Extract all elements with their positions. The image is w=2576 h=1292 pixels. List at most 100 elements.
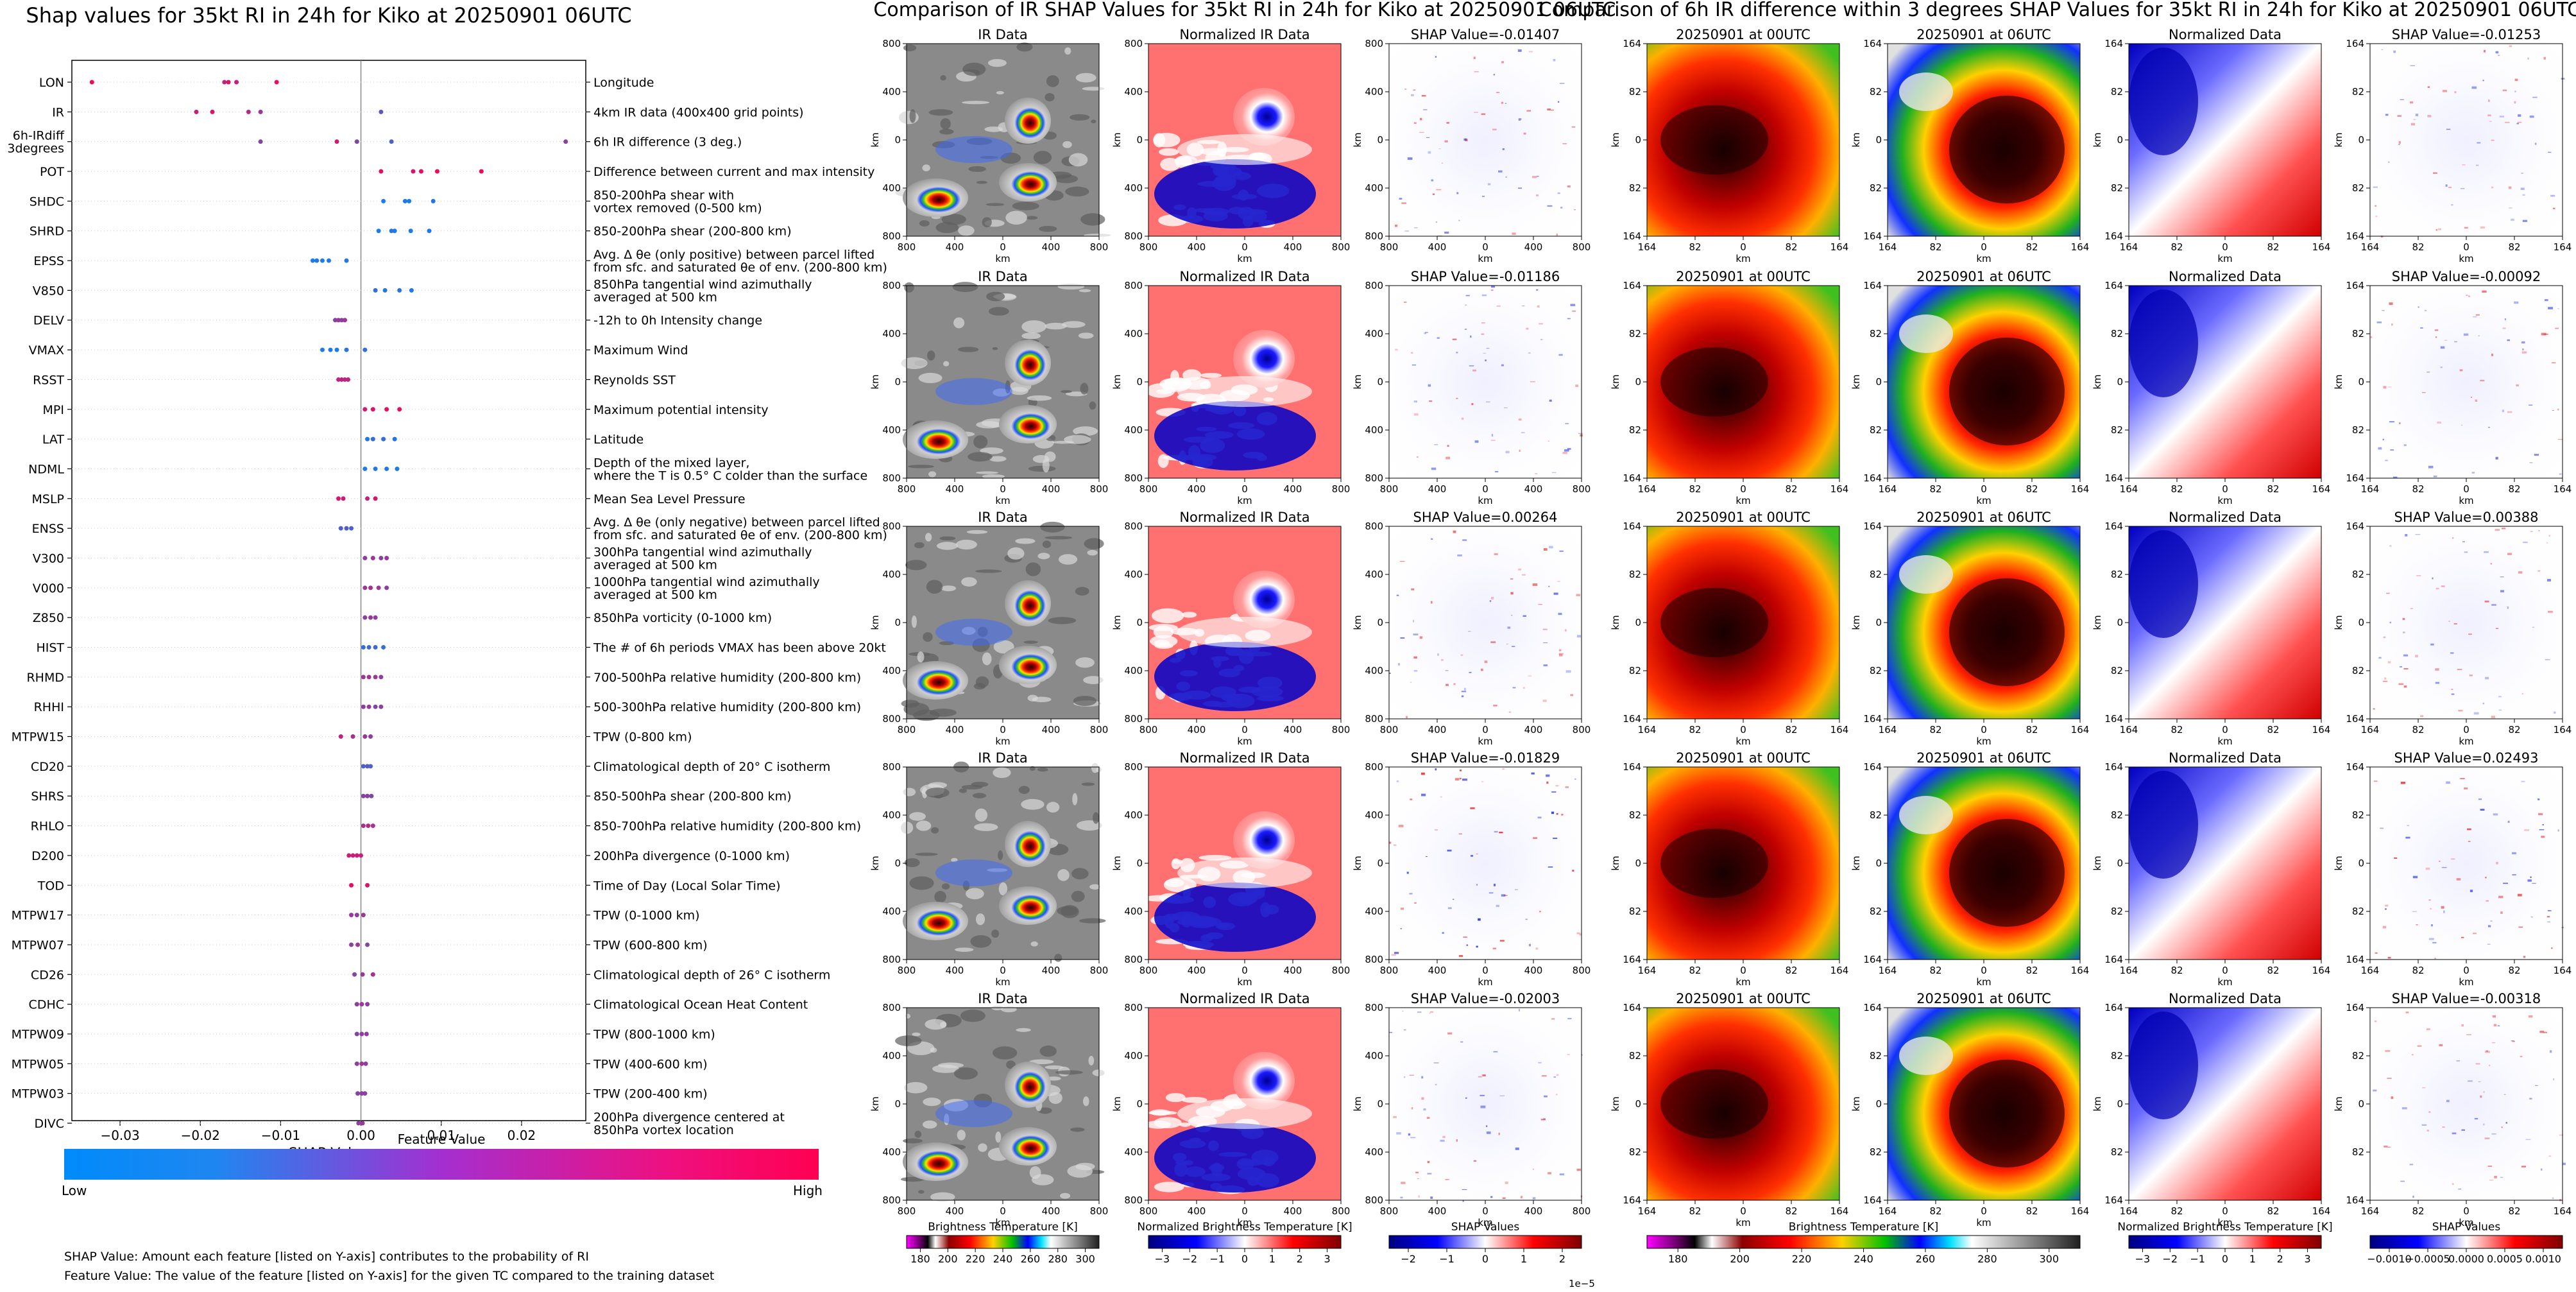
shap-speckle xyxy=(2521,1166,2527,1167)
convective-cluster xyxy=(903,178,968,217)
shap-value-title: SHAP Value=0.00264 xyxy=(1413,510,1558,525)
y-tick-label: 400 xyxy=(882,569,901,580)
shap-speckle xyxy=(2491,186,2494,189)
cloud-streak xyxy=(1023,641,1038,644)
shap-speckle xyxy=(2399,422,2401,424)
shap-speckle xyxy=(1416,456,1419,458)
colorbar-tick-label: 240 xyxy=(1854,1253,1873,1265)
cloud-streak xyxy=(1021,320,1046,333)
x-axis-label: km xyxy=(995,495,1010,506)
diff-shap-colorbar-label: SHAP Values xyxy=(2432,1221,2501,1234)
shap-speckle xyxy=(2552,1078,2555,1081)
shap-speckle xyxy=(1549,546,1553,549)
y-tick-label: 164 xyxy=(1863,761,1882,773)
y-tick-label: 164 xyxy=(1623,1194,1641,1206)
shap-speckle xyxy=(2521,341,2525,344)
y-tick-label: 800 xyxy=(1124,713,1143,725)
y-axis-label: km xyxy=(2092,132,2103,147)
y-axis-label: km xyxy=(2092,374,2103,389)
shap-speckle xyxy=(2441,866,2447,868)
y-axis-label: km xyxy=(869,1096,881,1111)
cloud-streak xyxy=(957,1130,966,1141)
shap-speckle xyxy=(1428,151,1431,154)
y-axis-label: km xyxy=(1111,374,1123,389)
shap-speckle xyxy=(1446,684,1449,686)
beeswarm-title: Shap values for 35kt RI in 24h for Kiko … xyxy=(26,3,631,28)
storm-core xyxy=(1005,340,1051,386)
colorbar-tick-label: 200 xyxy=(1730,1253,1750,1265)
cloud-streak xyxy=(1057,869,1070,881)
norm-negative-region xyxy=(2129,289,2198,397)
y-axis-label: km xyxy=(1610,856,1621,870)
shap-point xyxy=(368,585,373,590)
cloud-streak xyxy=(982,652,992,666)
shap-speckle xyxy=(2514,90,2516,92)
shap-speckle xyxy=(2500,576,2504,578)
norm-negative-region xyxy=(2129,771,2198,879)
shap-speckle xyxy=(2435,682,2440,684)
x-tick-label: 400 xyxy=(1428,1205,1447,1217)
shap-speckle xyxy=(1453,683,1456,685)
shap-speckle xyxy=(1409,893,1413,895)
shap-speckle xyxy=(2522,194,2525,196)
shap-speckle xyxy=(1557,101,1560,103)
shap-speckle xyxy=(1499,831,1503,834)
norm-streak xyxy=(1150,1109,1171,1116)
shap-point xyxy=(89,80,94,85)
cloud-streak xyxy=(935,221,959,234)
shap-speckle xyxy=(1466,944,1469,946)
x-tick-label: 400 xyxy=(1042,483,1061,495)
shap-point xyxy=(361,704,366,709)
shap-speckle xyxy=(2507,606,2509,609)
cloud-streak xyxy=(1037,1107,1052,1114)
x-tick-label: 164 xyxy=(2071,724,2090,736)
y-tick-label: 800 xyxy=(882,521,901,532)
cloud-streak xyxy=(1007,547,1025,560)
x-tick-label: 82 xyxy=(1785,483,1797,495)
cloud-streak xyxy=(941,585,957,592)
shap-point xyxy=(366,823,371,829)
shap-point xyxy=(334,347,339,352)
norm-streak xyxy=(1153,625,1174,639)
shap-speckle xyxy=(2398,144,2400,145)
shap-speckle xyxy=(1464,329,1467,330)
shap-speckle xyxy=(1546,781,1549,784)
cloud-streak xyxy=(1075,657,1095,668)
cloud-streak xyxy=(985,203,1005,206)
shap-speckle xyxy=(1411,1107,1413,1110)
x-tick-label: 0 xyxy=(1482,1205,1488,1217)
shap-speckle xyxy=(1542,1117,1546,1120)
shap-speckle xyxy=(1480,1094,1485,1096)
cloud-streak xyxy=(1021,798,1045,810)
x-tick-label: 82 xyxy=(1689,241,1701,253)
cloud-streak xyxy=(914,542,925,549)
y-tick-label: 400 xyxy=(1124,328,1143,340)
shap-speckle xyxy=(2467,828,2471,831)
x-axis-label: km xyxy=(1976,495,1991,506)
cloud-streak xyxy=(973,435,988,449)
shap-speckle xyxy=(2543,1031,2548,1033)
shap-speckle xyxy=(2409,1164,2414,1166)
y-tick-label: 800 xyxy=(1365,1002,1383,1013)
shap-speckle xyxy=(1493,1051,1498,1053)
cold-core xyxy=(1660,105,1768,175)
x-axis-label: km xyxy=(1478,1217,1492,1228)
shap-point xyxy=(361,823,366,829)
shap-speckle xyxy=(1565,629,1567,632)
shap-background xyxy=(1389,767,1582,960)
shap-speckle xyxy=(2548,610,2553,613)
y-tick-label: 164 xyxy=(1863,230,1882,242)
shap-speckle xyxy=(2484,600,2489,603)
feature-name-label: SHDC xyxy=(30,194,64,209)
shap-speckle xyxy=(1423,108,1428,110)
shap-speckle xyxy=(1581,1054,1583,1056)
feature-name-label: MTPW15 xyxy=(12,730,64,745)
shap-speckle xyxy=(2400,666,2403,668)
shap-point xyxy=(370,436,375,442)
y-tick-label: 164 xyxy=(1863,713,1882,725)
x-tick-label: 164 xyxy=(1879,965,1897,976)
shap-speckle xyxy=(1442,1135,1446,1139)
x-tick-label: 82 xyxy=(2267,724,2279,736)
shap-speckle xyxy=(2425,309,2427,311)
x-tick-label: 800 xyxy=(898,483,916,495)
